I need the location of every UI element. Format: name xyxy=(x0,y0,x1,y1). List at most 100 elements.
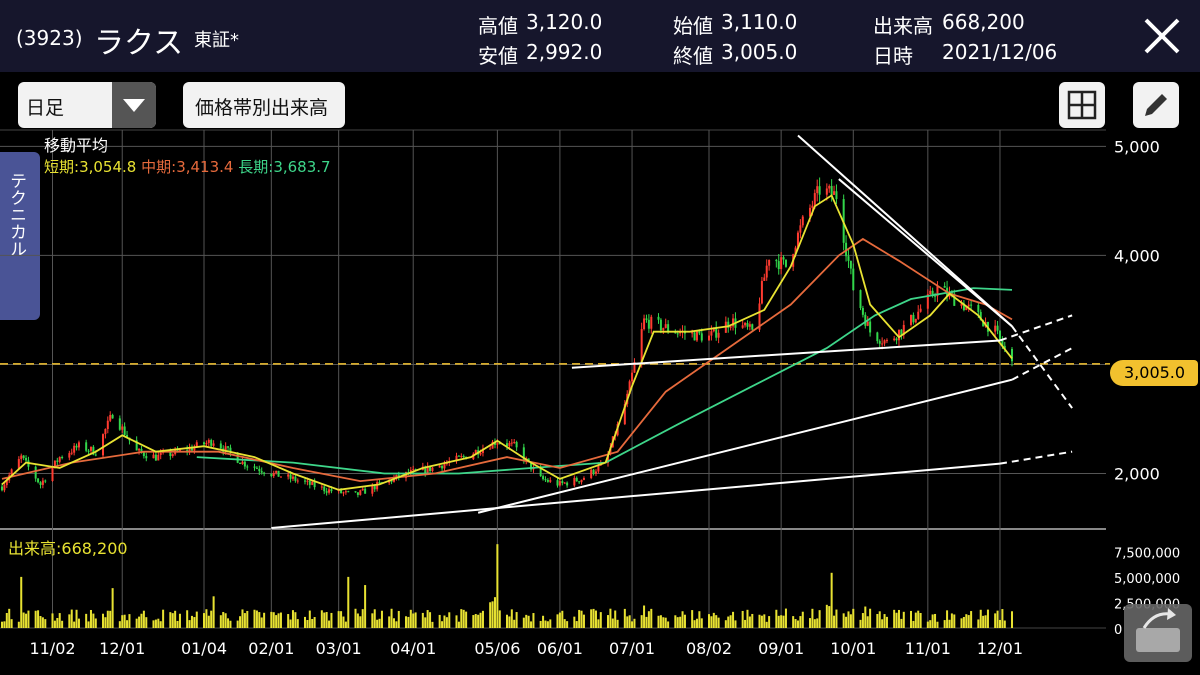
candle-body xyxy=(866,321,869,326)
candle-body xyxy=(763,277,766,281)
volume-bar xyxy=(378,618,381,628)
volume-bar xyxy=(53,620,56,628)
candle-body xyxy=(864,314,867,326)
date-tick-label: 07/01 xyxy=(609,639,655,658)
volume-bar xyxy=(866,616,869,628)
price-tick-label: 2,000 xyxy=(1114,464,1160,483)
candle-body xyxy=(210,440,213,446)
volume-bar xyxy=(693,620,696,628)
volume-bar xyxy=(460,609,463,628)
volume-bar xyxy=(782,615,785,628)
candle-body xyxy=(710,331,713,336)
volume-bar xyxy=(186,610,189,628)
volume-bar xyxy=(465,611,468,628)
rotate-button[interactable] xyxy=(1124,604,1192,662)
candle-body xyxy=(707,335,711,341)
candle-body xyxy=(606,454,610,463)
volume-bar xyxy=(650,608,653,628)
volume-bar xyxy=(695,618,698,628)
volume-bar xyxy=(845,616,848,628)
candle-body xyxy=(765,265,768,278)
technical-side-tab[interactable]: テクニカル xyxy=(0,152,40,320)
candle-body xyxy=(691,332,694,334)
candle-body xyxy=(56,460,59,462)
volume-bar xyxy=(101,613,105,628)
candle-body xyxy=(758,303,761,330)
volume-bar xyxy=(580,610,583,628)
candle-body xyxy=(496,443,499,445)
volume-bar xyxy=(729,615,732,628)
close-button[interactable] xyxy=(1140,14,1184,58)
volume-bar xyxy=(429,612,432,628)
volume-bar xyxy=(909,610,913,628)
candle-body xyxy=(77,442,80,448)
volume-bar xyxy=(914,612,917,628)
candle-body xyxy=(515,442,518,448)
draw-button[interactable] xyxy=(1133,82,1179,128)
volume-bar xyxy=(354,608,357,628)
candle-body xyxy=(693,332,696,341)
candle-body xyxy=(1001,339,1004,346)
candle-body xyxy=(835,191,838,200)
candle-body xyxy=(479,452,482,455)
quote-value-open: 3,110.0 xyxy=(721,10,798,34)
candle-body xyxy=(51,467,54,481)
volume-bar xyxy=(614,610,617,628)
candle-body xyxy=(566,482,569,486)
volume-bar xyxy=(522,617,525,628)
volume-bar xyxy=(597,619,600,628)
volume-bar xyxy=(193,617,196,628)
candle-body xyxy=(902,324,905,335)
volume-tick-label: 7,500,000 xyxy=(1114,546,1180,561)
volume-bar xyxy=(272,612,275,628)
dropdown-toggle[interactable] xyxy=(112,82,156,128)
volume-bar xyxy=(936,621,939,628)
volume-bar xyxy=(724,620,727,628)
layout-button[interactable] xyxy=(1059,82,1105,128)
volume-bar xyxy=(717,617,720,628)
candle-body xyxy=(751,324,754,330)
date-tick-label: 10/01 xyxy=(830,639,876,658)
close-icon xyxy=(1144,18,1180,54)
candle-body xyxy=(342,492,345,494)
volume-bar xyxy=(626,616,629,628)
volume-bar xyxy=(128,614,131,628)
volume-bar xyxy=(835,609,838,628)
volume-profile-button[interactable]: 価格帯別出来高 xyxy=(183,82,345,128)
volume-bar xyxy=(89,609,92,628)
trend-line xyxy=(797,134,1013,328)
candle-body xyxy=(20,455,23,460)
candle-body xyxy=(833,191,836,195)
candle-body xyxy=(328,489,331,493)
volume-bar xyxy=(390,608,393,628)
volume-bar xyxy=(792,616,795,628)
volume-bar xyxy=(647,611,650,628)
volume-bar xyxy=(171,613,174,628)
volume-bar xyxy=(342,616,345,628)
period-select[interactable]: 日足 xyxy=(18,82,156,128)
volume-bar xyxy=(998,619,1001,628)
candle-body xyxy=(412,469,415,471)
candle-body xyxy=(378,482,381,484)
candle-body xyxy=(859,290,862,309)
volume-bar xyxy=(751,613,754,628)
volume-bar xyxy=(41,617,44,628)
candle-body xyxy=(493,441,496,445)
candle-body xyxy=(190,447,193,451)
candle-body xyxy=(852,268,855,291)
volume-bar xyxy=(946,610,949,628)
volume-bar xyxy=(176,620,179,628)
candle-body xyxy=(101,434,105,456)
volume-bar xyxy=(479,612,482,628)
candle-body xyxy=(364,488,367,494)
volume-bar xyxy=(73,621,76,628)
candle-body xyxy=(287,474,290,477)
candle-body xyxy=(878,341,881,344)
candle-body xyxy=(558,481,561,486)
volume-tick-label: 0 xyxy=(1114,623,1122,638)
candle-body xyxy=(39,482,42,485)
candle-body xyxy=(236,452,239,463)
candle-body xyxy=(698,330,701,334)
volume-bar xyxy=(558,612,561,628)
